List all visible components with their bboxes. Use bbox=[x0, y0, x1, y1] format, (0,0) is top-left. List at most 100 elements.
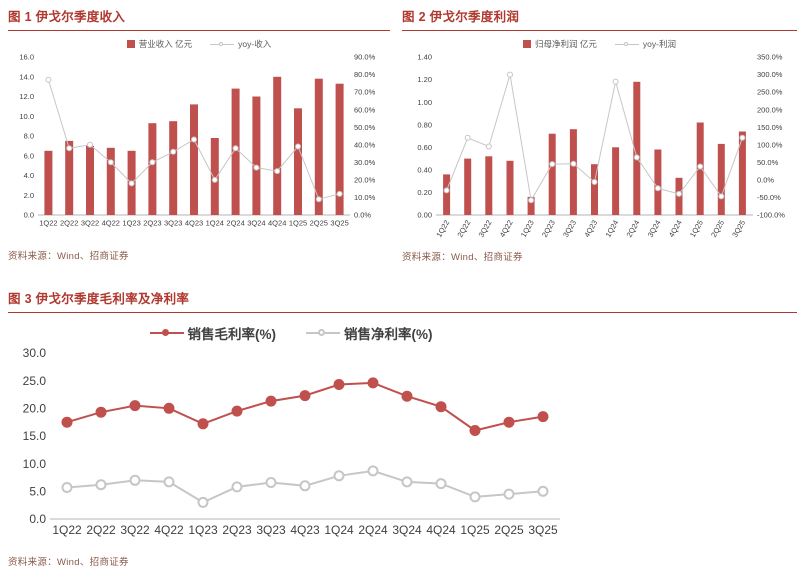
chart1-title: 图 1 伊戈尔季度收入 bbox=[8, 6, 390, 31]
bar-swatch-icon bbox=[126, 40, 135, 48]
axis-tick-left: 0.0 bbox=[29, 512, 46, 526]
x-axis-label: 1Q23 bbox=[122, 219, 140, 228]
x-axis-label: 2Q22 bbox=[86, 523, 116, 537]
line-marker bbox=[435, 478, 447, 490]
line-marker bbox=[333, 379, 345, 390]
axis-tick-right: 150.0% bbox=[757, 123, 783, 132]
axis-tick-right: 10.0% bbox=[354, 193, 376, 202]
line-marker bbox=[367, 465, 379, 477]
line-marker bbox=[163, 476, 175, 488]
axis-tick-left: 0.40 bbox=[417, 165, 432, 174]
x-axis-label: 3Q24 bbox=[247, 219, 265, 228]
axis-tick-left: 14.0 bbox=[19, 72, 34, 81]
x-axis-label: 2Q22 bbox=[60, 219, 78, 228]
bar bbox=[633, 81, 641, 215]
legend-label: 营业收入 亿元 bbox=[138, 39, 193, 49]
legend-label: 归母净利润 亿元 bbox=[535, 39, 597, 49]
chart1-source: 资料来源：Wind、招商证券 bbox=[8, 251, 129, 262]
legend-item-yoy-line: yoy-收入 bbox=[210, 38, 271, 50]
x-axis-label: 1Q23 bbox=[188, 523, 218, 537]
bar bbox=[548, 133, 556, 215]
marker-dot-icon bbox=[161, 329, 169, 336]
axis-tick-right: 350.0% bbox=[757, 53, 783, 62]
axis-tick-left: 0.20 bbox=[417, 188, 432, 197]
axis-tick-right: 300.0% bbox=[757, 70, 783, 79]
line-marker bbox=[231, 405, 243, 417]
x-axis-label: 4Q22 bbox=[102, 219, 120, 228]
chart3-plot: 0.0 5.0 10.0 15.0 20.0 25.0 30.0 1Q22 2Q22 3Q22 4Q… bbox=[23, 346, 560, 537]
bar bbox=[314, 78, 323, 215]
x-axis-label: 4Q22 bbox=[498, 219, 515, 239]
line-marker bbox=[503, 488, 515, 500]
legend-item-yoy-line: yoy-利润 bbox=[614, 38, 676, 50]
legend-item-gross-margin: 销售毛利率(%) bbox=[149, 323, 277, 343]
axis-tick-left: 4.0 bbox=[24, 171, 34, 180]
line-marker bbox=[211, 176, 218, 183]
line-marker bbox=[654, 185, 661, 192]
bar bbox=[569, 129, 577, 215]
line-marker bbox=[61, 482, 73, 493]
chart2-plot: 0.00 0.20 0.40 0.60 0.80 1.00 1.20 1.40 -100.0% -… bbox=[417, 53, 785, 239]
bar bbox=[506, 160, 514, 215]
line-swatch-icon bbox=[614, 41, 639, 46]
bar bbox=[591, 164, 598, 215]
line-marker bbox=[163, 402, 175, 414]
x-axis-label: 3Q23 bbox=[561, 219, 578, 239]
line-marker bbox=[232, 145, 239, 152]
x-axis-label: 2Q25 bbox=[310, 219, 328, 228]
line-marker bbox=[66, 145, 73, 152]
bar bbox=[717, 143, 725, 215]
axis-tick-left: 1.40 bbox=[417, 53, 432, 62]
axis-tick-right: 30.0% bbox=[354, 158, 376, 167]
axis-tick-right: 80.0% bbox=[354, 70, 376, 79]
line-marker bbox=[507, 71, 513, 78]
marker-dot-icon bbox=[623, 41, 628, 46]
profit-chart: 图 2 伊戈尔季度利润 归母净利润 亿元 yoy-利润 0.00 0.20 0.40… bbox=[402, 6, 797, 263]
axis-tick-right: -100.0% bbox=[757, 211, 785, 220]
bar bbox=[527, 196, 535, 215]
line-marker bbox=[191, 136, 197, 143]
x-axis-label: 1Q24 bbox=[206, 219, 224, 228]
x-axis-label: 2Q23 bbox=[143, 219, 161, 228]
x-axis-label: 1Q25 bbox=[460, 523, 490, 537]
bar bbox=[485, 156, 493, 215]
x-axis-label: 4Q24 bbox=[426, 523, 456, 537]
line-marker bbox=[401, 390, 413, 402]
bar bbox=[273, 76, 282, 216]
x-axis-label: 3Q22 bbox=[477, 219, 494, 239]
line-marker bbox=[95, 479, 107, 491]
line-marker bbox=[528, 197, 535, 204]
line-marker bbox=[333, 470, 345, 482]
line-marker bbox=[170, 148, 177, 155]
axis-tick-right: 40.0% bbox=[354, 140, 376, 149]
bar bbox=[294, 108, 302, 215]
bar bbox=[252, 96, 261, 215]
x-axis-label: 1Q24 bbox=[603, 219, 620, 239]
line-marker bbox=[45, 76, 52, 83]
line-marker bbox=[128, 180, 135, 187]
axis-tick-left: 6.0 bbox=[24, 151, 34, 160]
axis-tick-right: 70.0% bbox=[354, 88, 376, 97]
axis-tick-left: 5.0 bbox=[29, 485, 46, 499]
x-axis-label: 3Q24 bbox=[646, 219, 663, 239]
axis-tick-right: 0.0% bbox=[354, 211, 371, 220]
legend-label: 销售毛利率(%) bbox=[187, 327, 277, 342]
margin-chart: 图 3 伊戈尔季度毛利率及净利率 销售毛利率(%) 销售净利率(%) 0.0 5.… bbox=[8, 288, 797, 568]
line-marker bbox=[274, 168, 281, 175]
chart2-source: 资料来源：Wind、招商证券 bbox=[402, 252, 523, 263]
line-marker bbox=[231, 481, 243, 493]
x-axis-label: 1Q24 bbox=[324, 523, 354, 537]
legend-label: 销售净利率(%) bbox=[344, 327, 433, 342]
x-axis-label: 3Q23 bbox=[256, 523, 286, 537]
revenue-chart: 图 1 伊戈尔季度收入 营业收入 亿元 yoy-收入 0.0 2.0 4.0 6.0 8… bbox=[8, 6, 390, 262]
line-marker bbox=[676, 190, 682, 197]
line-marker bbox=[464, 134, 471, 141]
axis-tick-left: 0.80 bbox=[417, 120, 432, 129]
x-axis-label: 3Q23 bbox=[164, 219, 182, 228]
chart3-body: 销售毛利率(%) 销售净利率(%) 0.0 5.0 10.0 15.0 20.0 25.0… bbox=[8, 321, 574, 550]
line-marker bbox=[129, 400, 141, 412]
line-marker bbox=[265, 477, 277, 488]
axis-tick-left: 25.0 bbox=[23, 374, 47, 388]
legend-item-net-margin: 销售净利率(%) bbox=[306, 323, 433, 343]
